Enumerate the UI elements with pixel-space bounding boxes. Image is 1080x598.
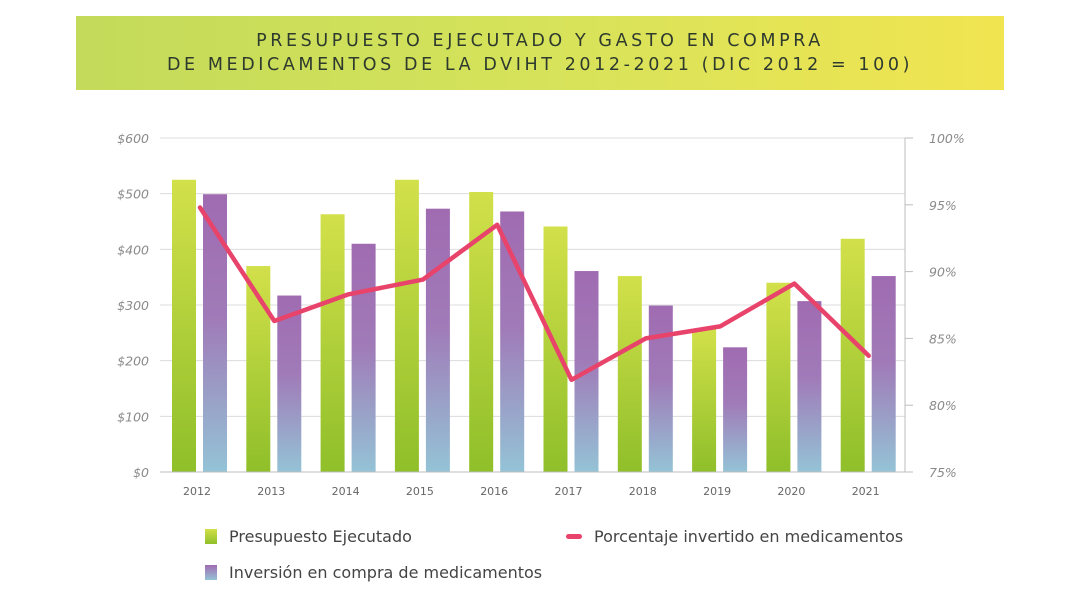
y-left-tick-label: $500 [117,187,149,202]
chart-title-line-1: PRESUPUESTO EJECUTADO Y GASTO EN COMPRA [256,31,824,51]
x-tick-label: 2014 [332,485,360,498]
legend-investment-swatch [205,565,217,580]
legend-investment: Inversión en compra de medicamentos [205,563,542,582]
y-left-tick-label: $200 [117,354,149,369]
legend-percentage-label: Porcentaje invertido en medicamentos [594,527,904,546]
bar-budget [840,238,865,472]
x-tick-label: 2016 [480,485,508,498]
axes: $0 $100 $200 $300 $400 $500 $600 75% 80% 85% 90% 95… [117,131,965,498]
x-tick-label: 2018 [629,485,657,498]
bar-budget [172,179,196,472]
percentage-line-group [197,205,871,383]
y-right-tick-label: 75% [929,465,957,480]
bar-budget [394,179,419,472]
x-tick-label: 2021 [852,485,880,498]
x-tick-label: 2017 [555,485,583,498]
bar-budget [692,328,717,472]
bar-investment [723,347,748,472]
title-banner: PRESUPUESTO EJECUTADO Y GASTO EN COMPRA … [76,16,1004,90]
y-right-tick-label: 95% [929,198,957,213]
bar-investment [351,243,376,472]
y-right-tick-label: 90% [929,265,957,280]
x-tick-label: 2012 [183,485,211,498]
bar-investment [648,305,673,472]
bar-budget [766,282,791,472]
legend-percentage-swatch [566,534,582,539]
bar-budget [320,214,345,472]
bar-budget [617,276,642,472]
bar-investment [203,194,227,472]
bar-investment [797,301,822,472]
bar-investment [871,276,896,472]
y-right-tick-label: 85% [929,331,957,346]
x-tick-label: 2019 [703,485,731,498]
legend-percentage: Porcentaje invertido en medicamentos [566,527,903,546]
bar-investment [425,208,450,473]
y-left-tick-label: $100 [117,409,149,424]
x-tick-label: 2020 [777,485,805,498]
legend-budget-label: Presupuesto Ejecutado [229,527,412,546]
y-right-tick-label: 80% [929,398,957,413]
legend-investment-label: Inversión en compra de medicamentos [229,563,543,582]
legend-budget-swatch [205,529,217,544]
bar-investment [277,295,302,472]
chart-title-line-2: DE MEDICAMENTOS DE LA DVIHT 2012-2021 (D… [166,55,914,75]
bar-investment [500,211,525,473]
y-left-tick-label: $400 [117,242,149,257]
percentage-line [197,205,871,383]
y-left-tick-label: $600 [117,131,149,146]
bars [172,179,896,473]
legend-budget: Presupuesto Ejecutado [205,527,412,546]
x-tick-label: 2013 [257,485,285,498]
y-right-tick-label: 100% [929,131,965,146]
y-left-tick-label: $0 [133,465,149,480]
grid-lines [160,137,905,417]
bar-budget [246,266,271,472]
y-left-tick-label: $300 [117,298,149,313]
x-tick-label: 2015 [406,485,434,498]
